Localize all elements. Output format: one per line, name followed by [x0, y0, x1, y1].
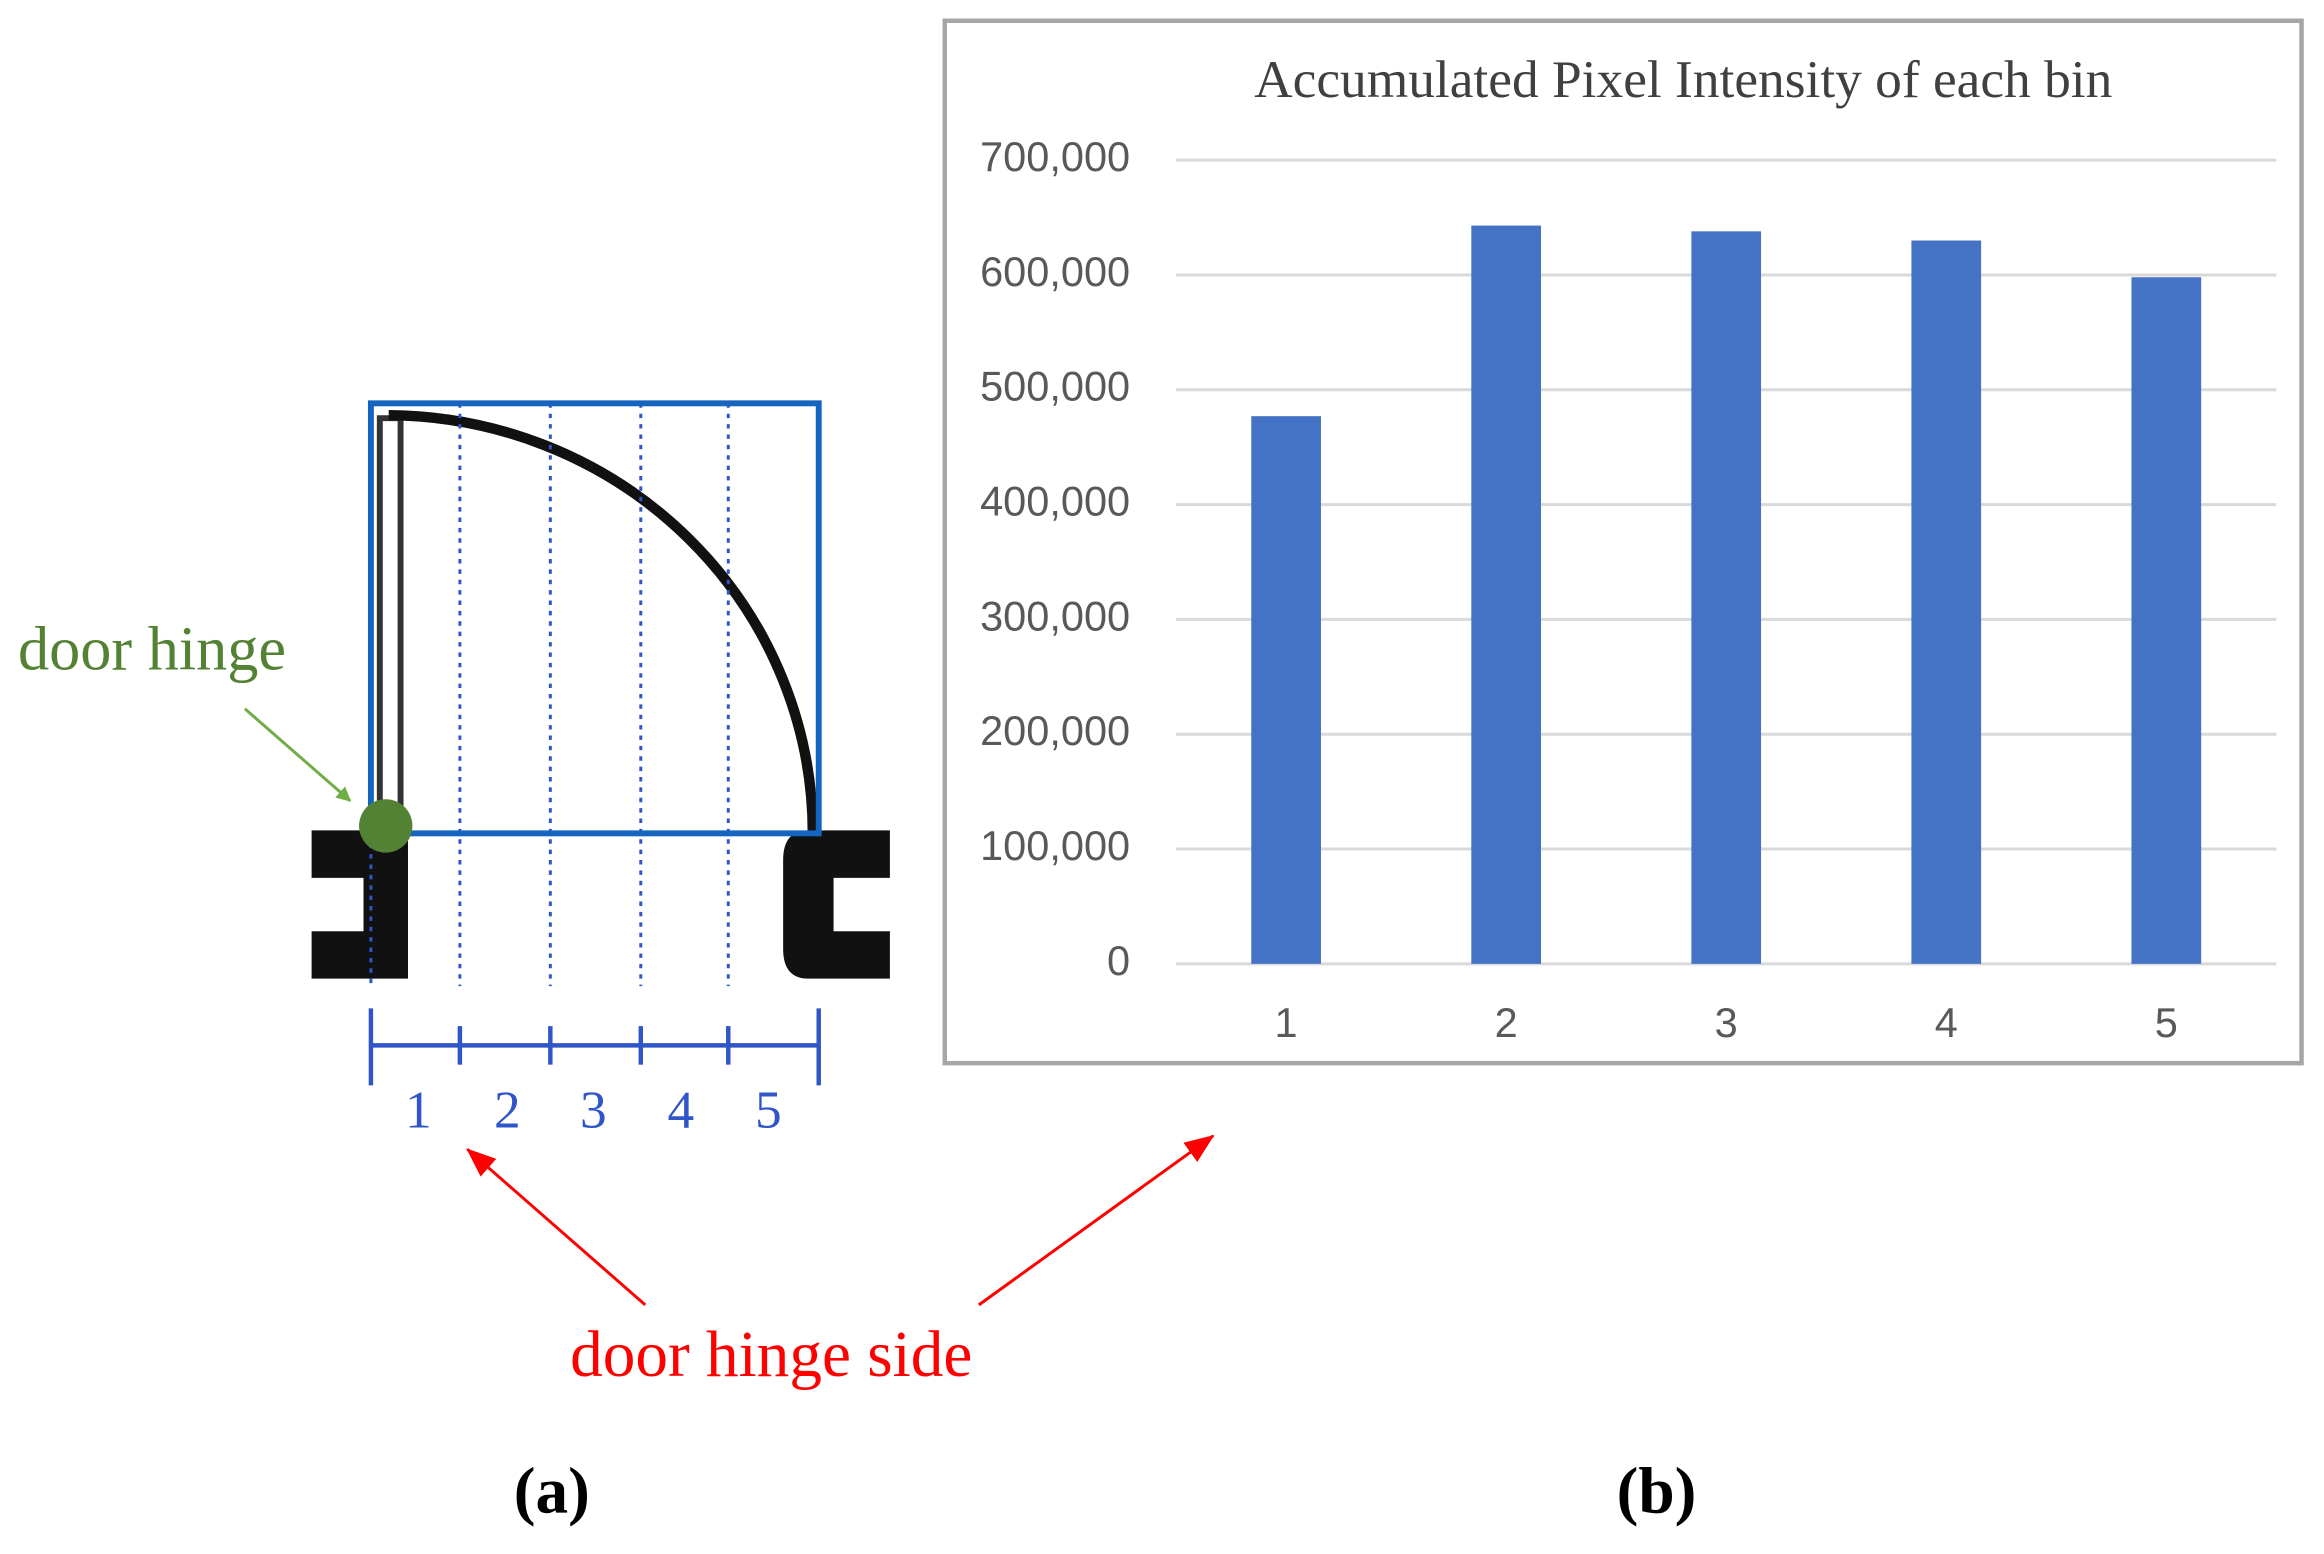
y-tick-label: 500,000: [980, 363, 1130, 410]
y-tick-label: 600,000: [980, 248, 1130, 295]
hinge-arrow: [243, 707, 352, 802]
diagram: door hinge 1 2 3 4 5 door hinge side: [18, 400, 1215, 1391]
bar: [1911, 240, 1982, 964]
wall-left: [311, 830, 408, 979]
x-tick-label: 5: [2155, 999, 2178, 1046]
hinge-dot: [359, 799, 413, 853]
x-tick-label: 2: [1495, 999, 1518, 1046]
scale-bar: [368, 1008, 821, 1086]
bar: [1251, 416, 1321, 964]
bin-label: 5: [755, 1079, 782, 1139]
side-arrow: [466, 1148, 647, 1307]
bin-label: 3: [580, 1079, 607, 1139]
x-tick-label: 4: [1935, 999, 1958, 1046]
y-tick-label: 300,000: [980, 592, 1130, 639]
chart-title: Accumulated Pixel Intensity of each bin: [1254, 49, 2112, 109]
y-tick-label: 400,000: [980, 478, 1130, 525]
door-arc: [388, 410, 818, 834]
wall-right: [783, 830, 890, 979]
door-leaf: [376, 415, 404, 834]
x-tick-label: 1: [1275, 999, 1298, 1046]
bin-label: 4: [667, 1079, 694, 1139]
y-tick-label: 0: [1107, 937, 1130, 984]
bin-label: 2: [494, 1079, 521, 1139]
hinge-label: door hinge: [18, 616, 286, 684]
bar: [1691, 231, 1762, 964]
y-tick-label: 200,000: [980, 707, 1130, 754]
panel-label: (a): [514, 1456, 590, 1528]
bin-label: 1: [405, 1079, 432, 1139]
bin-dividers: [369, 403, 730, 987]
bounding-box: [367, 400, 822, 837]
chart: Accumulated Pixel Intensity of each bin …: [942, 18, 2304, 1066]
x-tick-label: 3: [1715, 999, 1738, 1046]
side-arrow: [978, 1134, 1215, 1307]
panel-label: (b): [1617, 1456, 1697, 1528]
side-label: door hinge side: [570, 1319, 972, 1391]
bar: [1471, 225, 1542, 964]
y-tick-label: 100,000: [980, 822, 1130, 869]
chart-frame: [942, 18, 2304, 1066]
y-tick-label: 700,000: [980, 133, 1130, 180]
bar: [2131, 277, 2202, 964]
